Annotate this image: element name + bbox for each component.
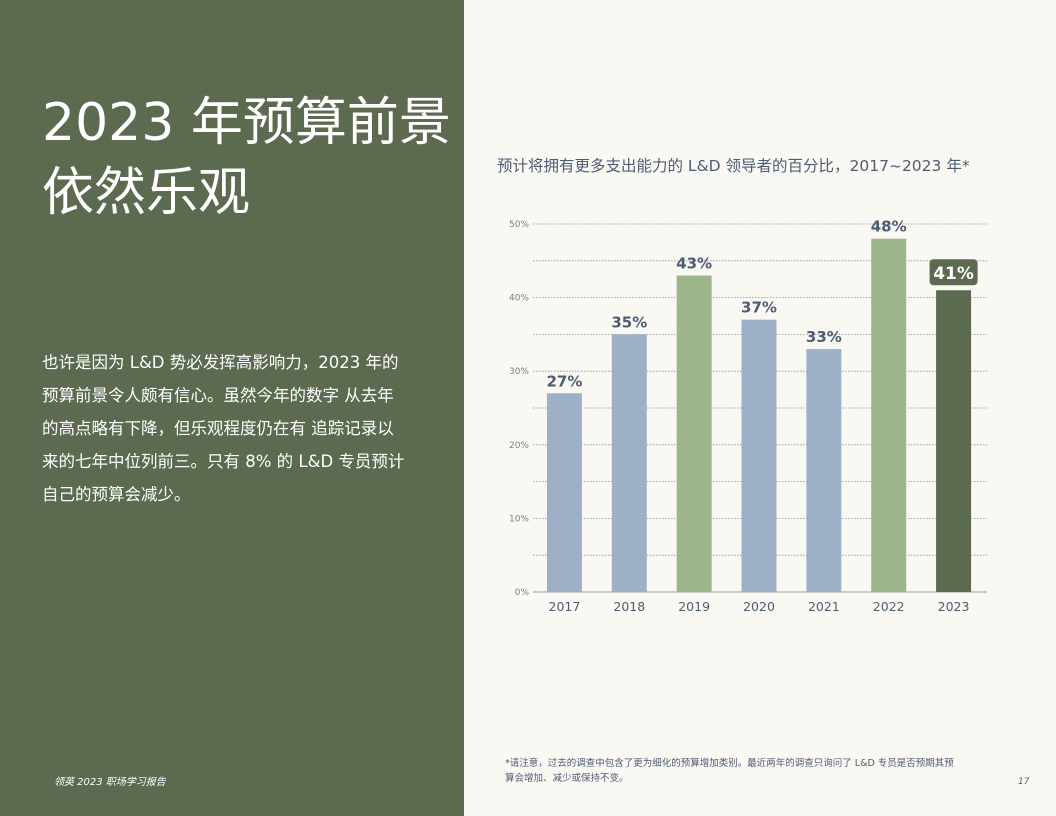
body-line: 的高点略有下降，但乐观程度仍在有 追踪记录以 bbox=[42, 419, 394, 438]
chart-title: 预计将拥有更多支出能力的 L&D 领导者的百分比，2017~2023 年* bbox=[497, 157, 970, 175]
y-tick-label: 0% bbox=[515, 588, 530, 598]
page-title: 2023 年预算前景 依然乐观 bbox=[42, 88, 452, 228]
footnote-line: *请注意，过去的调查中包含了更为细化的预算增加类别。最近两年的调查只询问了 L&… bbox=[505, 758, 954, 769]
x-tick-label: 2020 bbox=[743, 599, 775, 614]
bar-chart: 0% 10% 20% 30% 40% 50% 2017 27% 2018 35% 2019 43% 20… bbox=[509, 218, 987, 614]
body-line: 也许是因为 L&D 势必发挥高影响力，2023 年的 bbox=[42, 353, 399, 372]
footnote: *请注意，过去的调查中包含了更为细化的预算增加类别。最近两年的调查只询问了 L&… bbox=[505, 756, 985, 786]
x-tick-label: 2021 bbox=[808, 599, 840, 614]
bar-2019 bbox=[676, 275, 712, 592]
x-tick-label: 2017 bbox=[549, 599, 581, 614]
bar-2017 bbox=[546, 393, 582, 592]
data-label: 41% bbox=[933, 264, 974, 284]
data-label: 33% bbox=[806, 328, 842, 346]
data-label: 37% bbox=[741, 299, 777, 317]
bar-2023 bbox=[936, 290, 972, 592]
y-tick-label: 10% bbox=[509, 514, 529, 524]
x-tick-label: 2023 bbox=[938, 599, 970, 614]
page-number: 17 bbox=[1018, 777, 1030, 787]
x-tick-label: 2019 bbox=[678, 599, 710, 614]
footnote-line: 算会增加、减少或保持不变。 bbox=[505, 773, 629, 784]
y-tick-label: 30% bbox=[509, 367, 529, 377]
data-label: 43% bbox=[676, 255, 712, 273]
x-tick-label: 2022 bbox=[873, 599, 905, 614]
x-tick-label: 2018 bbox=[613, 599, 645, 614]
bar-2020 bbox=[741, 319, 777, 592]
bar-2022 bbox=[871, 238, 907, 592]
data-label: 35% bbox=[611, 313, 647, 331]
body-line: 预算前景令人颇有信心。虽然今年的数字 从去年 bbox=[42, 386, 394, 405]
data-label-badge bbox=[929, 259, 978, 286]
body-paragraph: 也许是因为 L&D 势必发挥高影响力，2023 年的 预算前景令人颇有信心。虽然… bbox=[42, 346, 422, 511]
y-tick-label: 40% bbox=[509, 294, 529, 304]
bar-2021 bbox=[806, 349, 842, 592]
bar-2018 bbox=[611, 334, 647, 592]
report-footer: 领英 2023 职场学习报告 bbox=[54, 777, 166, 788]
body-line: 自己的预算会减少。 bbox=[42, 485, 191, 504]
y-tick-label: 20% bbox=[509, 441, 529, 451]
data-label: 48% bbox=[871, 218, 907, 236]
y-tick-label: 50% bbox=[509, 220, 529, 230]
data-label: 27% bbox=[546, 372, 582, 390]
left-panel: 2023 年预算前景 依然乐观 也许是因为 L&D 势必发挥高影响力，2023 … bbox=[0, 0, 464, 816]
page-title-line-1: 2023 年预算前景 bbox=[42, 93, 451, 153]
page-title-line-2: 依然乐观 bbox=[42, 163, 251, 223]
body-line: 来的七年中位列前三。只有 8% 的 L&D 专员预计 bbox=[42, 452, 405, 471]
